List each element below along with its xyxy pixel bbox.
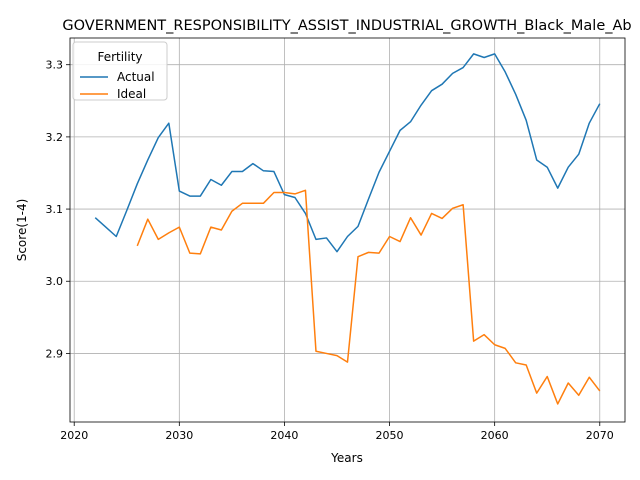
legend-label-ideal: Ideal bbox=[117, 87, 146, 101]
legend-label-actual: Actual bbox=[117, 70, 155, 84]
series-line-actual bbox=[94, 53, 601, 253]
y-axis-label: Score(1-4) bbox=[15, 199, 29, 262]
legend-title: Fertility bbox=[97, 50, 142, 64]
grid-lines bbox=[70, 38, 625, 422]
y-tick-label: 3.0 bbox=[46, 275, 64, 288]
x-tick-label: 2020 bbox=[60, 429, 88, 442]
plot-frame bbox=[69, 37, 626, 423]
axis-ticks: 2020 2030 2040 2050 2060 2070 2.9 3.0 3.1 3.2 3.3 bbox=[46, 59, 614, 442]
x-tick-label: 2040 bbox=[270, 429, 298, 442]
y-tick-label: 3.3 bbox=[46, 59, 64, 72]
x-tick-label: 2050 bbox=[376, 429, 404, 442]
legend: Fertility Actual Ideal bbox=[72, 41, 168, 101]
y-tick-label: 3.1 bbox=[46, 203, 64, 216]
x-axis-label: Years bbox=[330, 451, 363, 465]
series-layer bbox=[94, 53, 601, 405]
y-tick-label: 2.9 bbox=[46, 347, 64, 360]
series-line-ideal bbox=[136, 189, 601, 405]
chart-title: GOVERNMENT_RESPONSIBILITY_ASSIST_INDUSTR… bbox=[62, 18, 631, 34]
x-tick-label: 2070 bbox=[586, 429, 614, 442]
x-tick-label: 2030 bbox=[165, 429, 193, 442]
y-tick-label: 3.2 bbox=[46, 131, 64, 144]
x-tick-label: 2060 bbox=[481, 429, 509, 442]
legend-box bbox=[72, 41, 168, 101]
